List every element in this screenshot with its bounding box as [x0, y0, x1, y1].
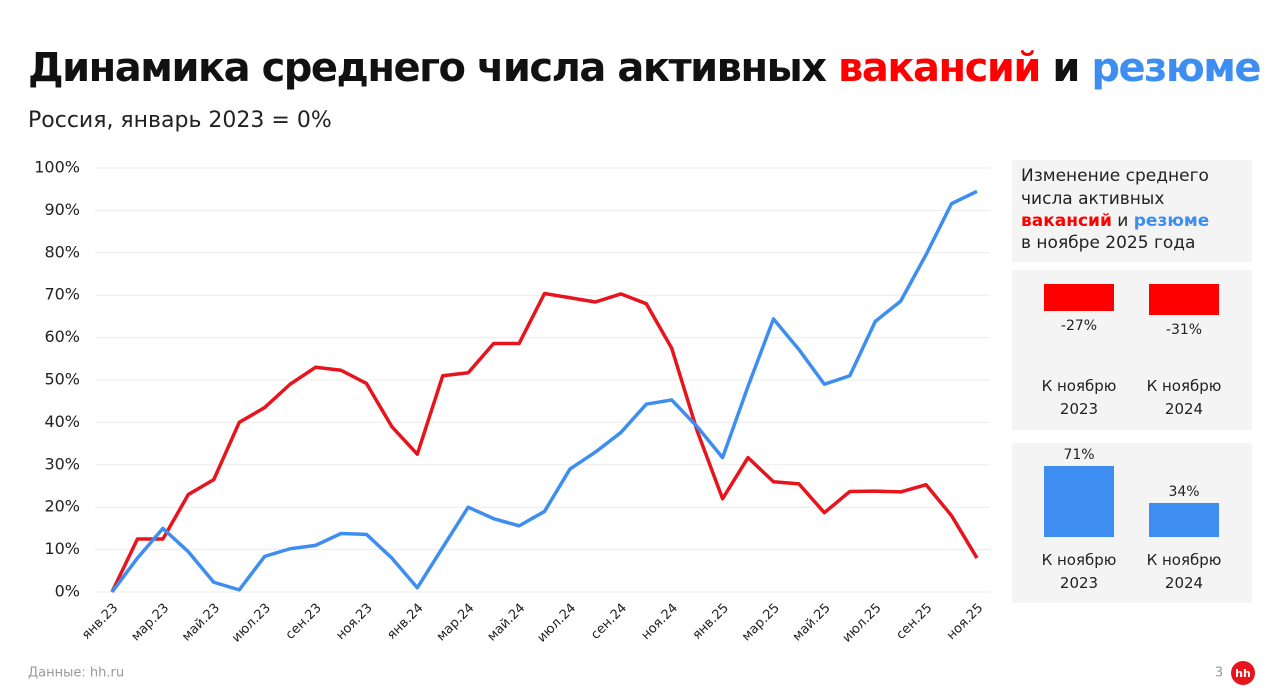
panel-value-label: 71% [1063, 447, 1094, 463]
title-red: вакансий [838, 45, 1040, 91]
x-tick-label: мар.23 [129, 601, 173, 645]
title: Динамика среднего числа активных ваканси… [28, 45, 1260, 91]
title-text: и [1052, 45, 1079, 91]
panel-red: вакансий [1021, 211, 1112, 231]
x-tick-label: мар.24 [434, 601, 478, 645]
panel-heading: вакансий и резюме [1021, 211, 1209, 231]
y-tick-label: 20% [44, 497, 80, 516]
panel-bar [1044, 466, 1114, 537]
x-tick-label: сен.24 [588, 601, 630, 643]
source: Данные: hh.ru [28, 666, 124, 681]
y-tick-label: 10% [44, 539, 80, 558]
panel-text: и [1117, 211, 1128, 231]
panel-box [1012, 160, 1252, 262]
panel-blue: резюме [1134, 211, 1210, 231]
title-blue: резюме [1091, 45, 1260, 91]
page-number: 3 [1215, 666, 1223, 681]
panel-heading: числа активных [1021, 189, 1164, 209]
x-tick-label: янв.24 [384, 601, 426, 643]
panel-value-label: 34% [1168, 484, 1199, 500]
panel-category: К ноябрю 2023 [1041, 551, 1117, 592]
y-tick-label: 90% [44, 200, 80, 219]
x-tick-label: май.25 [790, 601, 834, 645]
panel-bar [1149, 284, 1219, 315]
x-tick-label: ноя.25 [944, 601, 986, 643]
x-tick-label: ноя.24 [639, 601, 681, 643]
x-tick-label: мар.25 [739, 601, 783, 645]
series-line [110, 189, 978, 594]
y-tick-label: 0% [55, 582, 80, 601]
logo [1231, 661, 1255, 685]
panel-category: К ноябрю 2024 [1146, 551, 1222, 592]
subtitle: Россия, январь 2023 = 0% [28, 108, 332, 133]
x-tick-label: сен.23 [283, 601, 325, 643]
series-line [110, 291, 979, 593]
panel-heading: в ноябре 2025 года [1021, 233, 1195, 253]
x-tick-label: май.23 [179, 601, 223, 645]
y-tick-label: 50% [44, 370, 80, 389]
y-tick-label: 60% [44, 327, 80, 346]
x-tick-label: июл.24 [534, 601, 579, 646]
x-tick-label: янв.23 [79, 601, 121, 643]
panel-bar [1044, 284, 1114, 311]
x-tick-label: сен.25 [893, 601, 935, 643]
x-tick-label: янв.25 [690, 601, 732, 643]
logo-text: hh [1235, 667, 1251, 680]
y-tick-label: 70% [44, 285, 80, 304]
y-tick-label: 80% [44, 242, 80, 261]
x-tick-label: май.24 [485, 601, 529, 645]
x-tick-label: июл.23 [229, 601, 274, 646]
panel-bar [1149, 503, 1219, 537]
panel-value-label: -27% [1061, 318, 1097, 334]
x-tick-label: ноя.23 [333, 601, 375, 643]
y-tick-label: 30% [44, 454, 80, 473]
y-tick-label: 100% [34, 158, 80, 177]
x-tick-label: июл.25 [840, 601, 885, 646]
panel-value-label: -31% [1166, 322, 1202, 338]
panel-heading: Изменение среднего [1021, 166, 1209, 186]
title-text: Динамика среднего числа активных [28, 45, 827, 91]
panel-category: К ноябрю 2024 [1146, 377, 1222, 418]
y-tick-label: 40% [44, 412, 80, 431]
panel-category: К ноябрю 2023 [1041, 377, 1117, 418]
